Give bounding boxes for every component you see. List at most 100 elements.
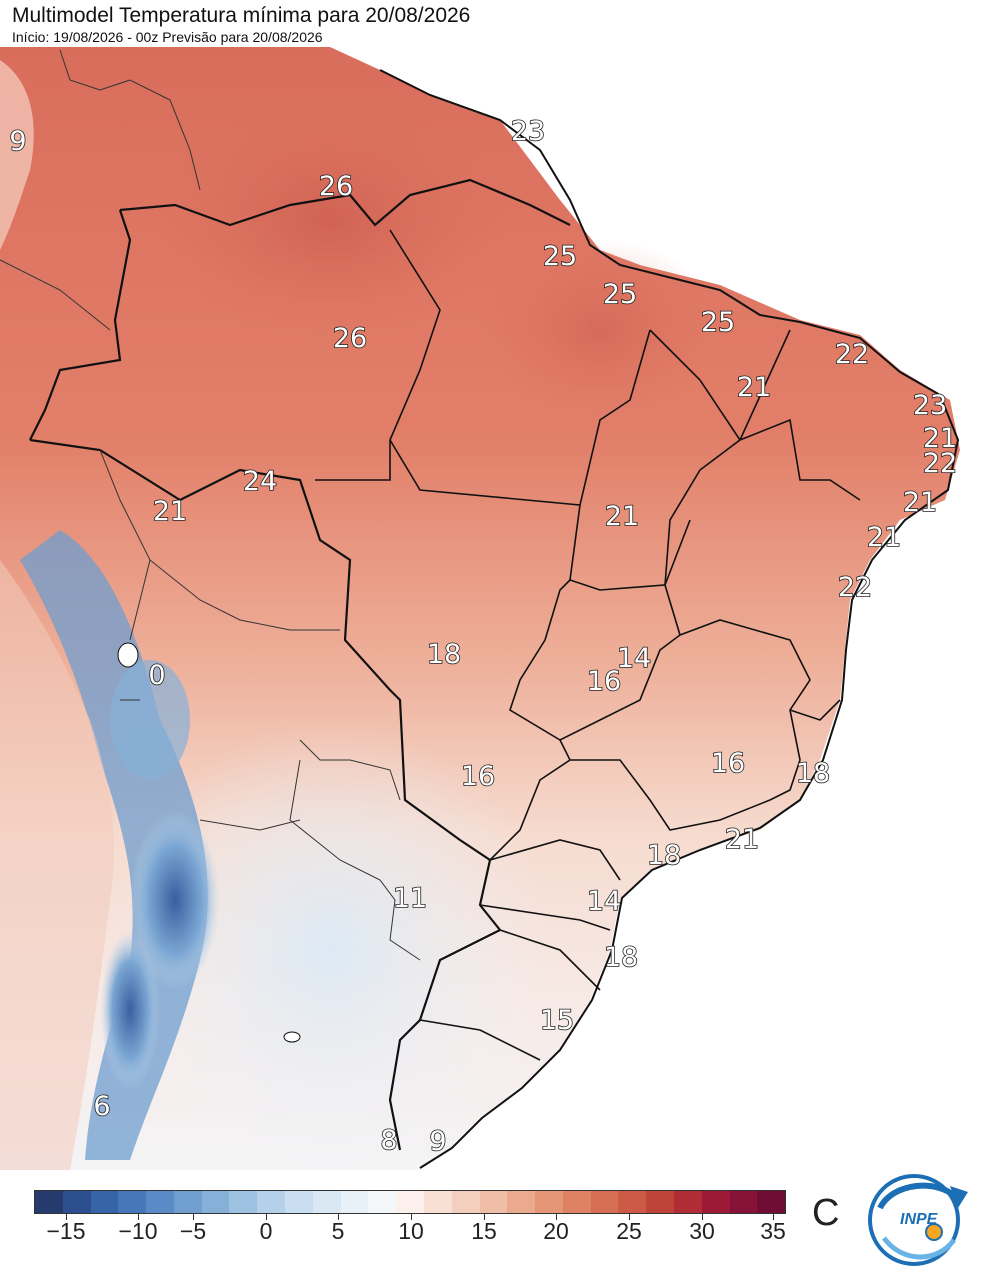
colorbar-segment — [479, 1191, 508, 1213]
temperature-label: 6 — [93, 1091, 110, 1122]
colorbar-tick-label: 30 — [689, 1218, 715, 1244]
temperature-label: 14 — [617, 643, 651, 674]
temperature-label: 21 — [903, 487, 937, 518]
colorbar-segment — [340, 1191, 369, 1213]
colorbar-segment — [396, 1191, 424, 1213]
andes-north — [0, 60, 34, 250]
temperature-label: 21 — [867, 522, 901, 553]
temperature-label: 22 — [835, 339, 869, 370]
temperature-label: 21 — [725, 824, 759, 855]
colorbar-unit: C — [812, 1192, 840, 1234]
colorbar-segment — [35, 1191, 63, 1213]
temperature-label: 21 — [737, 372, 771, 403]
colorbar-segment — [507, 1191, 536, 1213]
temperature-label: 26 — [319, 171, 353, 202]
temperature-label: 8 — [380, 1125, 397, 1156]
temperature-label: 26 — [333, 323, 367, 354]
colorbar — [34, 1190, 786, 1214]
colorbar-tick-label: 10 — [398, 1218, 424, 1244]
colorbar-segment — [646, 1191, 674, 1213]
colorbar-segment — [673, 1191, 702, 1213]
temperature-label: 22 — [838, 572, 872, 603]
svg-text:INPE: INPE — [900, 1211, 939, 1228]
temperature-label: 21 — [605, 501, 639, 532]
colorbar-tick-mark — [66, 1214, 67, 1220]
colorbar-tick-label: 5 — [331, 1218, 345, 1244]
pacific-ocean — [0, 560, 114, 1170]
colorbar-tick-mark — [411, 1214, 412, 1220]
colorbar-tick-mark — [556, 1214, 557, 1220]
colorbar-tick-mark — [338, 1214, 339, 1220]
temperature-label: 9 — [429, 1126, 446, 1157]
colorbar-segment — [590, 1191, 619, 1213]
colorbar-tick-mark — [193, 1214, 194, 1220]
coastline — [379, 69, 960, 1169]
colorbar-segment — [535, 1191, 563, 1213]
country-borders — [0, 49, 421, 961]
colorbar-segment — [618, 1191, 647, 1213]
colorbar-tick-label: 15 — [471, 1218, 497, 1244]
colorbar-tick-label: −15 — [46, 1218, 86, 1244]
colorbar-segment — [173, 1191, 202, 1213]
map-title: Multimodel Temperatura mínima para 20/08… — [12, 4, 471, 27]
colorbar-segment — [701, 1191, 730, 1213]
colorbar-segment — [285, 1191, 313, 1213]
colorbar-tick-mark — [138, 1214, 139, 1220]
temperature-label: 25 — [701, 307, 735, 338]
temperature-label: 14 — [587, 886, 621, 917]
temperature-label: 23 — [511, 116, 545, 147]
temperature-label: 18 — [427, 639, 461, 670]
temperature-label: 21 — [923, 423, 957, 454]
colorbar-tick-label: −10 — [118, 1218, 158, 1244]
colorbar-tick-label: 20 — [543, 1218, 569, 1244]
colorbar-segment — [451, 1191, 480, 1213]
colorbar-segment — [146, 1191, 174, 1213]
colorbar-tick-mark — [266, 1214, 267, 1220]
temperature-label: 21 — [153, 496, 187, 527]
colorbar-segment — [229, 1191, 258, 1213]
colorbar-segment — [62, 1191, 91, 1213]
lake-titicaca — [117, 642, 139, 668]
temperature-label: 25 — [543, 241, 577, 272]
map-subtitle: Início: 19/08/2026 - 00z Previsão para 2… — [12, 29, 323, 45]
temperature-label: 15 — [540, 1005, 574, 1036]
colorbar-segment — [423, 1191, 452, 1213]
colorbar-segment — [729, 1191, 758, 1213]
colorbar-segment — [562, 1191, 591, 1213]
temperature-label: 23 — [913, 390, 947, 421]
temperature-label: 9 — [9, 126, 26, 157]
temperature-label: 18 — [604, 942, 638, 973]
temperature-label: 24 — [243, 466, 277, 497]
colorbar-tick-mark — [702, 1214, 703, 1220]
colorbar-tick-mark — [629, 1214, 630, 1220]
colorbar-segment — [757, 1191, 786, 1213]
lake — [283, 1031, 301, 1043]
temperature-label: 16 — [461, 761, 495, 792]
colorbar-tick-mark — [773, 1214, 774, 1220]
colorbar-tick-label: 0 — [259, 1218, 273, 1244]
andes-cold-band — [20, 530, 208, 1160]
state-borders — [315, 229, 861, 1061]
temperature-label: 22 — [923, 448, 957, 479]
colorbar-segment — [90, 1191, 119, 1213]
temperature-label: 18 — [796, 758, 830, 789]
temperature-label: 16 — [587, 666, 621, 697]
colorbar-tick-label: 35 — [760, 1218, 786, 1244]
colorbar-tick-label: −5 — [179, 1218, 207, 1244]
temperature-label: 16 — [711, 748, 745, 779]
temperature-label: 11 — [393, 883, 427, 914]
colorbar-segment — [312, 1191, 341, 1213]
inpe-logo: INPE — [868, 1174, 968, 1266]
temperature-label: 0 — [148, 660, 165, 691]
colorbar-tick-label: 25 — [616, 1218, 642, 1244]
temperature-label: 25 — [603, 279, 637, 310]
brazil-border — [29, 178, 571, 1151]
temperature-label: 18 — [647, 840, 681, 871]
colorbar-tick-mark — [484, 1214, 485, 1220]
colorbar-segment — [118, 1191, 147, 1213]
colorbar-segment — [368, 1191, 397, 1213]
colorbar-segment — [257, 1191, 286, 1213]
colorbar-segment — [201, 1191, 230, 1213]
